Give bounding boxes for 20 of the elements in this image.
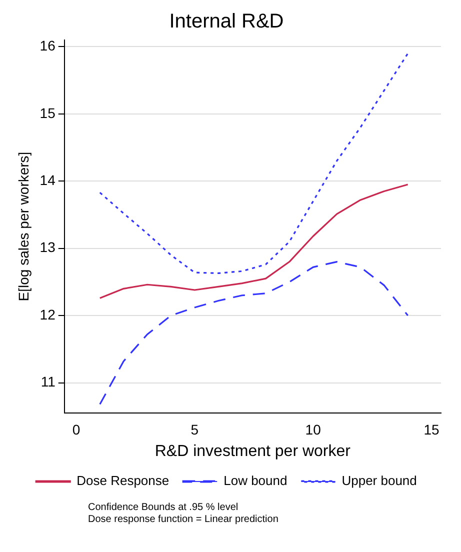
legend-label: Low bound <box>224 473 288 488</box>
chart-title: Internal R&D <box>169 10 284 33</box>
x-axis-title: R&D investment per worker <box>154 442 352 460</box>
x-tick-label: 10 <box>305 421 322 438</box>
text: Confidence Bounds at .95 % level <box>88 502 240 514</box>
y-tick-label: 11 <box>40 374 56 390</box>
x-tick-label: 0 <box>72 421 80 438</box>
legend-label: Upper bound <box>342 473 417 488</box>
x-tick-label: 5 <box>190 421 199 438</box>
line-series <box>99 52 409 274</box>
y-axis-title: E[log sales per workers] <box>15 152 32 302</box>
x-tick-label: 15 <box>424 421 440 438</box>
y-tick-label: 15 <box>40 104 56 121</box>
y-tick-label: 13 <box>40 239 56 256</box>
text: Dose response function = Linear prediction <box>88 514 280 526</box>
y-tick-label: 16 <box>40 38 56 54</box>
legend-label: Dose Response <box>76 473 170 488</box>
line-series <box>99 260 409 406</box>
y-tick-label: 12 <box>40 306 56 322</box>
y-tick-label: 14 <box>40 172 56 188</box>
